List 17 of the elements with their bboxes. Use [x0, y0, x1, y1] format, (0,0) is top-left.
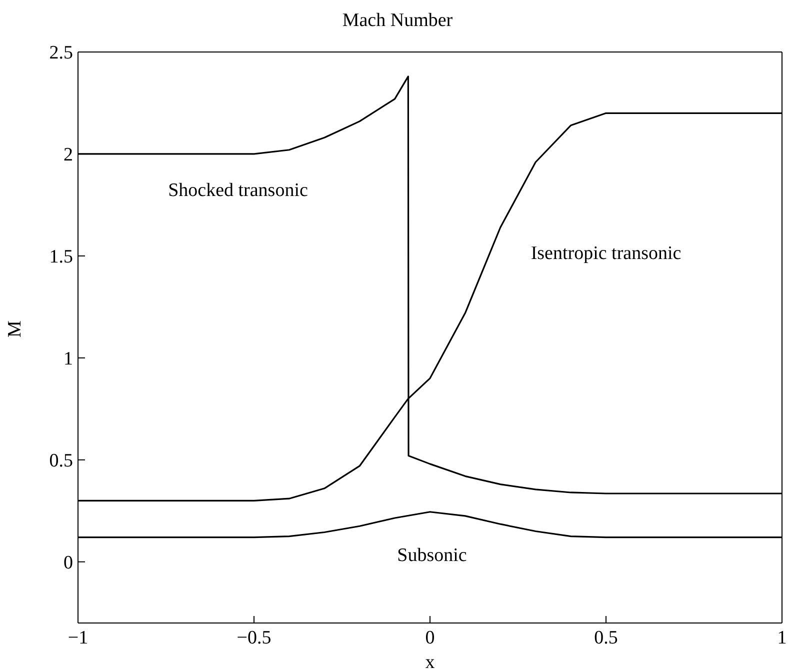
x-axis-title: x: [425, 652, 436, 671]
y-tick-label: 1: [64, 348, 73, 370]
x-tick-label: −1: [68, 627, 88, 648]
x-tick-label: 1: [777, 627, 787, 648]
x-tick-label: 0.5: [594, 627, 618, 648]
series-label: Shocked transonic: [168, 180, 308, 202]
y-tick-label: 0.5: [49, 450, 73, 472]
series-label: Subsonic: [397, 545, 467, 567]
y-tick-label: 2.5: [49, 42, 73, 64]
x-tick-label: 0: [425, 627, 435, 648]
y-axis-title: M: [4, 320, 26, 338]
y-tick-label: 2: [64, 144, 73, 166]
y-tick-label: 0: [64, 552, 73, 574]
series-label: Isentropic transonic: [530, 243, 682, 265]
chart-title: Mach Number: [341, 9, 454, 33]
x-tick-label: −0.5: [236, 627, 272, 648]
y-tick-label: 1.5: [49, 246, 73, 268]
